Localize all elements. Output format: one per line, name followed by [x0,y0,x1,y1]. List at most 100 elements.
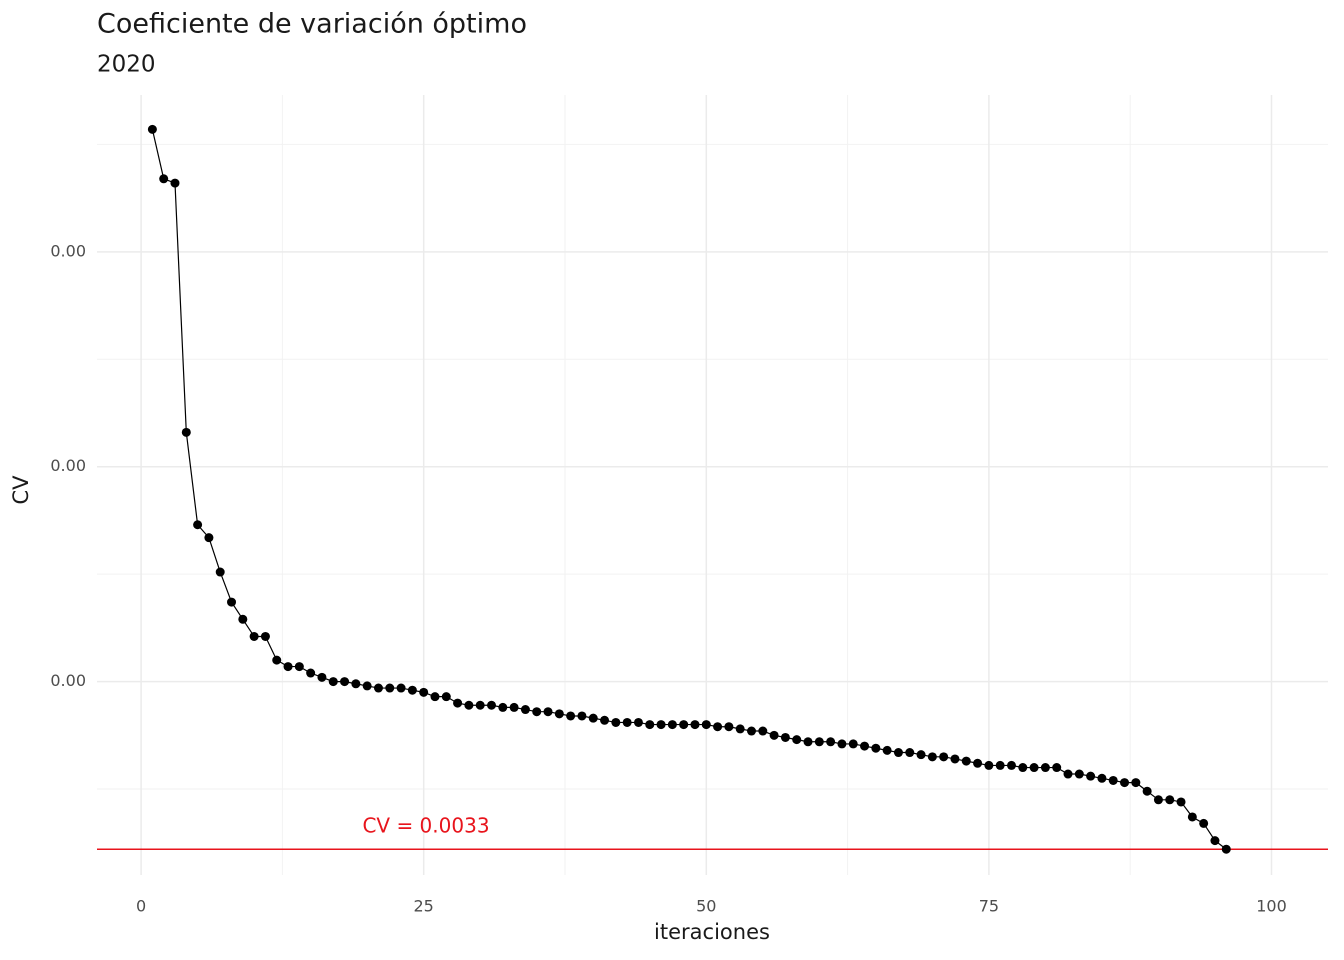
point [272,655,282,665]
point [758,726,768,736]
point [509,702,519,712]
point [419,687,429,697]
point [170,178,180,188]
point [826,737,836,747]
point [792,735,802,745]
point [1029,763,1039,773]
point [746,726,756,736]
point [464,700,474,710]
point [939,752,949,762]
point [679,720,689,730]
point [215,567,225,577]
point [1108,775,1118,785]
point [667,720,677,730]
series-line [151,129,1227,850]
point [769,730,779,740]
point [611,717,621,727]
point [950,754,960,764]
point [690,720,700,730]
point [600,715,610,725]
point [520,705,530,715]
x-axis-title: iteraciones [654,920,770,944]
point [159,174,169,184]
point [588,713,598,723]
point [735,724,745,734]
point [995,760,1005,770]
point [407,685,417,695]
point [1018,763,1028,773]
point [283,662,293,672]
point [294,662,304,672]
reference-label: CV = 0.0033 [362,814,489,838]
point [238,614,248,624]
point [306,668,316,678]
point [848,739,858,749]
point [441,692,451,702]
chart-subtitle: 2020 [97,52,156,78]
point [1165,795,1175,805]
point [1040,763,1050,773]
point [893,748,903,758]
point [1199,818,1209,828]
point [1142,786,1152,796]
point [453,698,463,708]
point [622,717,632,727]
point [396,683,406,693]
point [1052,763,1062,773]
point [351,679,361,689]
point [1063,769,1073,779]
point [882,745,892,755]
point [362,681,372,691]
point [1221,844,1231,854]
point [487,700,497,710]
point [1176,797,1186,807]
point [713,722,723,732]
point [385,683,395,693]
point [1153,795,1163,805]
point [701,720,711,730]
point [656,720,666,730]
point [317,672,327,682]
point [927,752,937,762]
point [554,709,564,719]
point [961,756,971,766]
y-axis-title: CV [9,475,33,505]
point [543,707,553,717]
point [984,760,994,770]
point [577,711,587,721]
point [871,743,881,753]
point [1086,771,1096,781]
point [260,631,270,641]
point [204,533,214,543]
point [373,683,383,693]
point [340,677,350,687]
point [147,124,157,134]
point [1187,812,1197,822]
point [1131,778,1141,788]
x-tick-label: 75 [979,897,999,916]
point [780,732,790,742]
point [1210,836,1220,846]
point [724,722,734,732]
point [1074,769,1084,779]
point [566,711,576,721]
point [498,702,508,712]
point [1120,778,1130,788]
point [430,692,440,702]
y-tick-label: 0.00 [50,671,86,690]
point [860,741,870,751]
point [328,677,338,687]
point [1006,760,1016,770]
point [905,748,915,758]
point [532,707,542,717]
x-tick-label: 25 [414,897,434,916]
point [837,739,847,749]
point [193,520,203,530]
point [475,700,485,710]
point [633,717,643,727]
chart-title: Coeficiente de variación óptimo [97,9,527,40]
point [227,597,237,607]
point [814,737,824,747]
x-tick-label: 100 [1256,897,1287,916]
